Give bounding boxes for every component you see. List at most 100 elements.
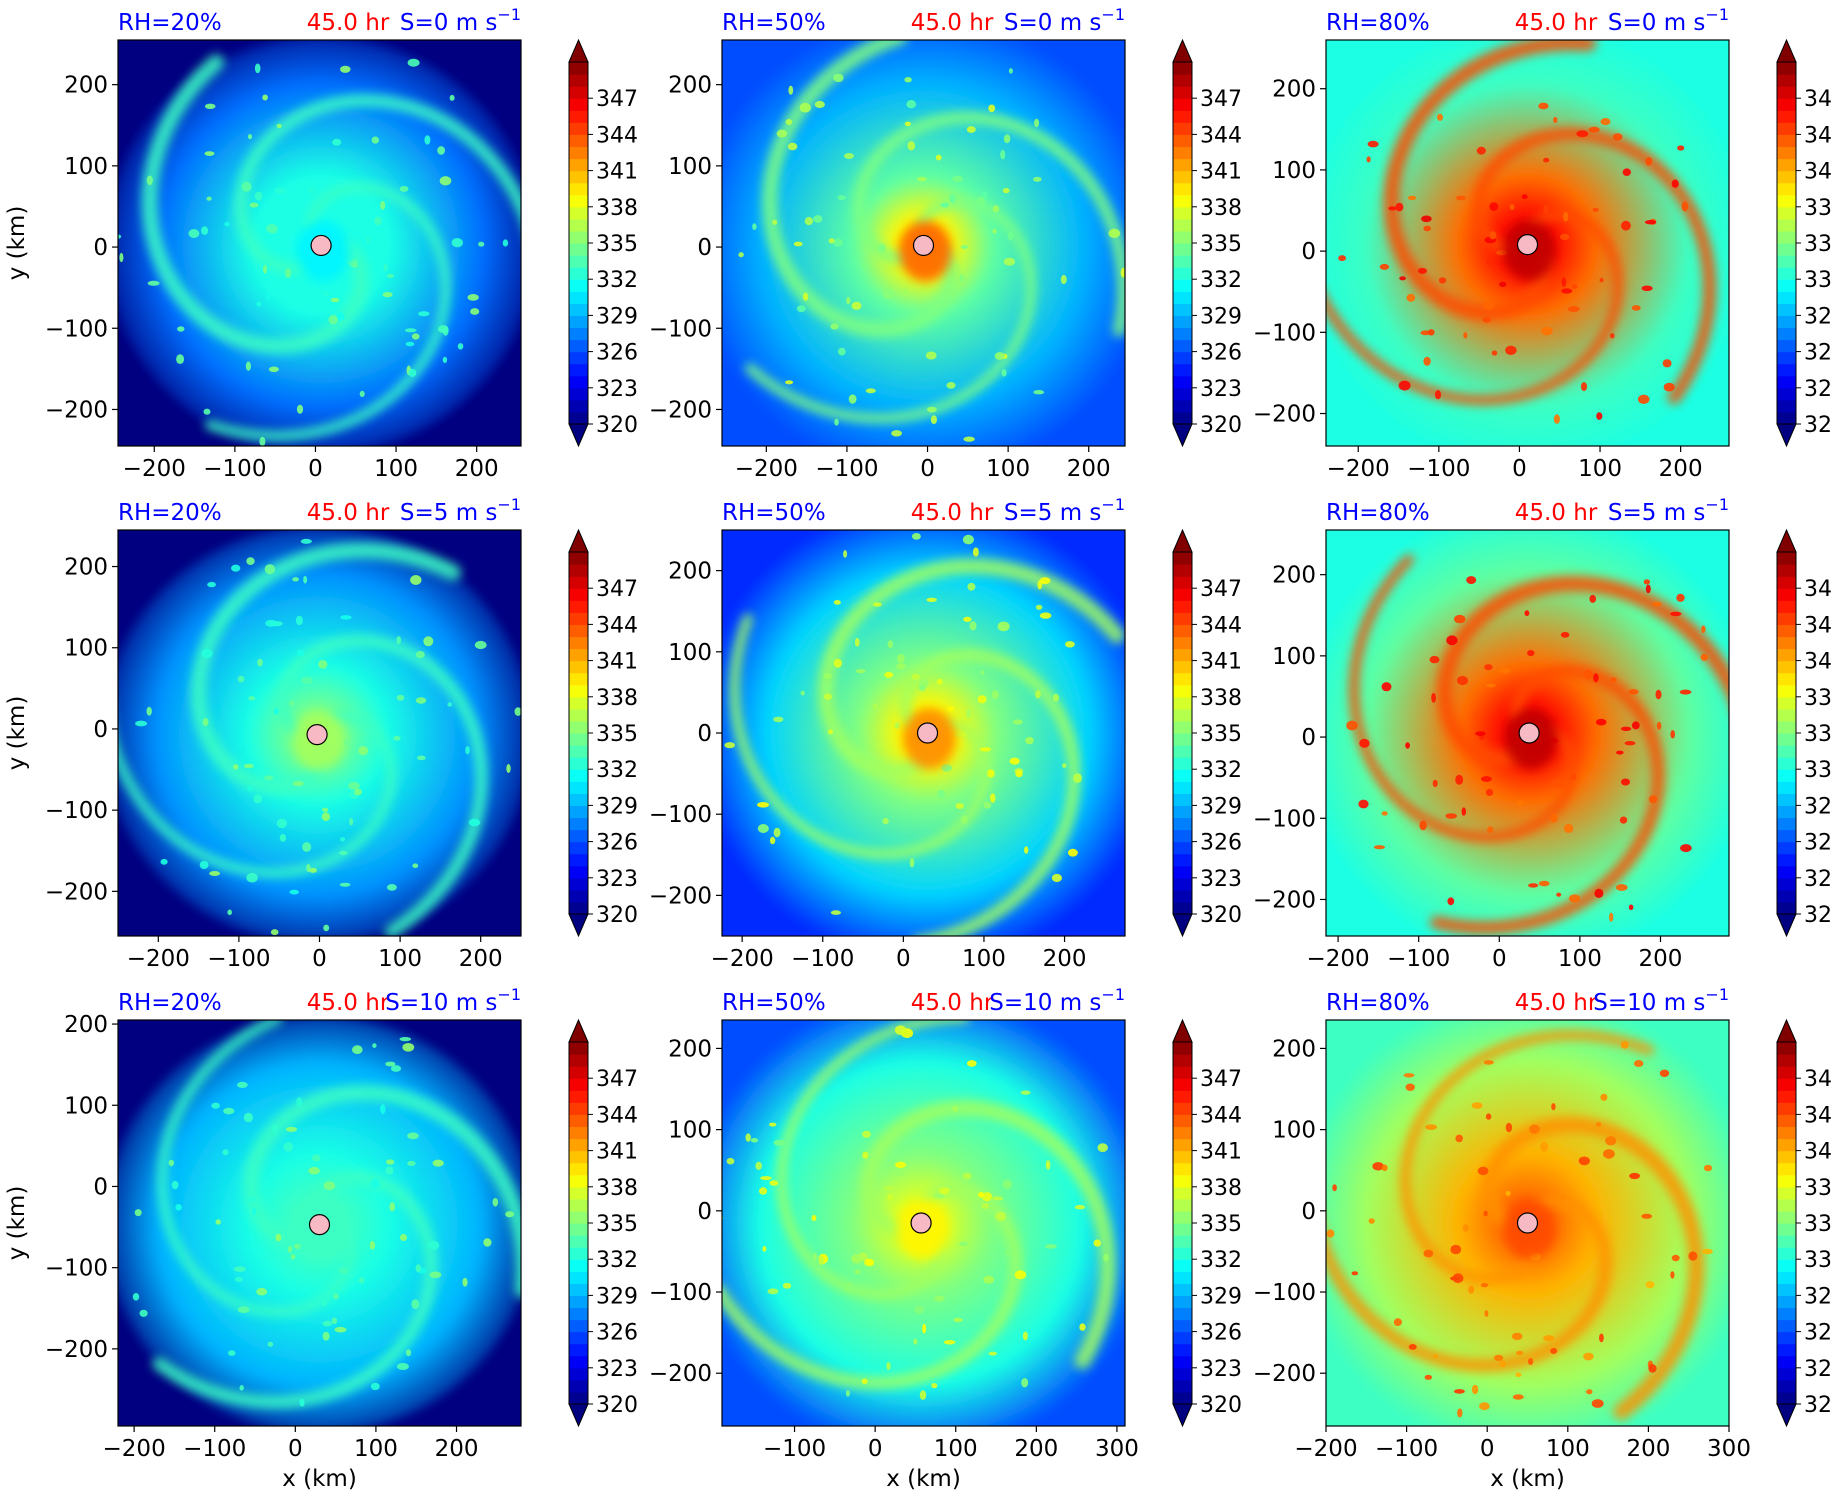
spiral-band [204, 182, 451, 442]
spiral-band [243, 1084, 521, 1298]
convective-cell [245, 361, 251, 371]
colorbar-segment [569, 1078, 588, 1091]
storm-center-marker [912, 234, 935, 257]
spiral-band [234, 94, 521, 275]
y-tick-label: 0 [1301, 725, 1316, 751]
convective-cell [380, 1104, 386, 1115]
convective-cell [976, 196, 986, 206]
convective-cell [952, 1105, 959, 1112]
colorbar-segment [1777, 1367, 1796, 1381]
x-tick-label: 200 [459, 946, 503, 972]
convective-cell [1067, 848, 1078, 857]
convective-cell [146, 706, 152, 716]
colorbar-segment [1777, 158, 1796, 172]
colorbar-segment [1173, 1150, 1192, 1164]
convective-cell [848, 394, 857, 404]
colorbar-segment [1173, 1126, 1192, 1140]
panel-2: −200 −100 0 100 200 −200 −100 0 100 200 RH=50% 45.0… [649, 5, 1242, 482]
convective-cell [828, 729, 833, 735]
colorbar-segment [569, 170, 588, 184]
convective-cell [358, 746, 369, 756]
colorbar-segment [569, 877, 588, 891]
colorbar-segment [569, 74, 588, 87]
convective-cells [135, 538, 521, 936]
y-ticks: −200 −100 0 100 200 [649, 559, 722, 909]
colorbar-segment [569, 552, 588, 565]
convective-cells [1346, 576, 1709, 922]
colorbar-segment [1777, 1198, 1796, 1212]
convective-cell [457, 343, 464, 350]
colorbar-extend-max [568, 38, 589, 63]
convective-cell [415, 697, 427, 704]
convective-cell [171, 1180, 179, 1190]
x-tick-label: 100 [934, 1436, 978, 1462]
colorbar-segment [569, 1162, 588, 1176]
colorbar-segment [1777, 1090, 1796, 1103]
colorbar-tick-label: 335 [1200, 722, 1242, 747]
panel-9: −200 −100 0 100 200 300 −200 −100 0 100 200 x (km) R… [1253, 985, 1833, 1492]
convective-cell [404, 328, 417, 333]
convective-cell [793, 241, 803, 247]
convective-cell [1065, 641, 1075, 648]
colorbar-segment [569, 351, 588, 365]
convective-cell [389, 1202, 396, 1212]
x-tick-label: 300 [1095, 1436, 1139, 1462]
convective-cell [980, 670, 985, 675]
convective-cell [1595, 718, 1607, 726]
convective-cell [1480, 776, 1492, 782]
convective-cell [1679, 689, 1692, 695]
convective-cell [399, 1037, 412, 1042]
convective-cell [287, 1245, 293, 1253]
y-tick-label: 200 [1272, 1036, 1316, 1062]
convective-cell [1025, 736, 1034, 745]
convective-cell [1407, 195, 1417, 201]
convective-cell [1670, 1271, 1675, 1279]
colorbar-tick-label: 341 [1200, 650, 1242, 675]
y-tick-label: 0 [1301, 239, 1316, 265]
colorbar-segment [569, 612, 588, 625]
convective-cell [1060, 274, 1067, 285]
convective-cell [407, 1160, 416, 1166]
convective-cell [800, 690, 805, 696]
convective-cell [772, 219, 778, 225]
spiral-band [1326, 1195, 1612, 1372]
convective-cell [896, 663, 906, 670]
convective-cell [206, 196, 212, 201]
convective-cell [1568, 894, 1581, 903]
colorbar-segment [1173, 684, 1192, 698]
convective-cell [862, 1151, 869, 1159]
colorbar-segment [1173, 636, 1192, 650]
colorbar-segment [1777, 1126, 1796, 1140]
colorbar-segment [1173, 576, 1192, 589]
colorbar-segment [1173, 267, 1192, 280]
convective-cell [1044, 1244, 1057, 1249]
colorbar-segment [569, 817, 588, 831]
colorbar-segment [1173, 1114, 1192, 1128]
x-ticks: −100 0 100 200 300 [763, 1426, 1139, 1462]
convective-cell [1399, 276, 1406, 281]
colorbar-segment [1173, 648, 1192, 662]
x-ticks: −200 −100 0 100 200 [735, 446, 1111, 482]
convective-cell [913, 1338, 918, 1345]
colorbar-segment [569, 648, 588, 662]
colorbar-segment [1173, 745, 1192, 758]
convective-cell [1468, 1285, 1475, 1294]
x-ticks: −200 −100 0 100 200 300 [1294, 1426, 1751, 1462]
panel-5: −200 −100 0 100 200 −200 −100 0 100 200 RH=50% 45.0… [649, 495, 1242, 972]
convective-cell [738, 252, 744, 258]
convective-cell [239, 1385, 244, 1391]
convective-cell [1583, 1352, 1594, 1361]
colorbar-segment [1173, 218, 1192, 232]
convective-cell [946, 382, 956, 389]
colorbar: 347 344 341 338 335 332 329 326 323 320 [1172, 1018, 1242, 1428]
convective-cell [380, 201, 386, 210]
convective-cell [978, 1192, 985, 1198]
convective-cell [1677, 145, 1685, 151]
colorbar-segment [1173, 158, 1192, 172]
colorbar-segment [1777, 624, 1796, 638]
convective-cell [1446, 635, 1458, 646]
convective-cell [415, 1264, 422, 1273]
x-tick-label: −200 [735, 456, 798, 482]
convective-cell [322, 1331, 330, 1341]
colorbar-segment [1173, 793, 1192, 806]
